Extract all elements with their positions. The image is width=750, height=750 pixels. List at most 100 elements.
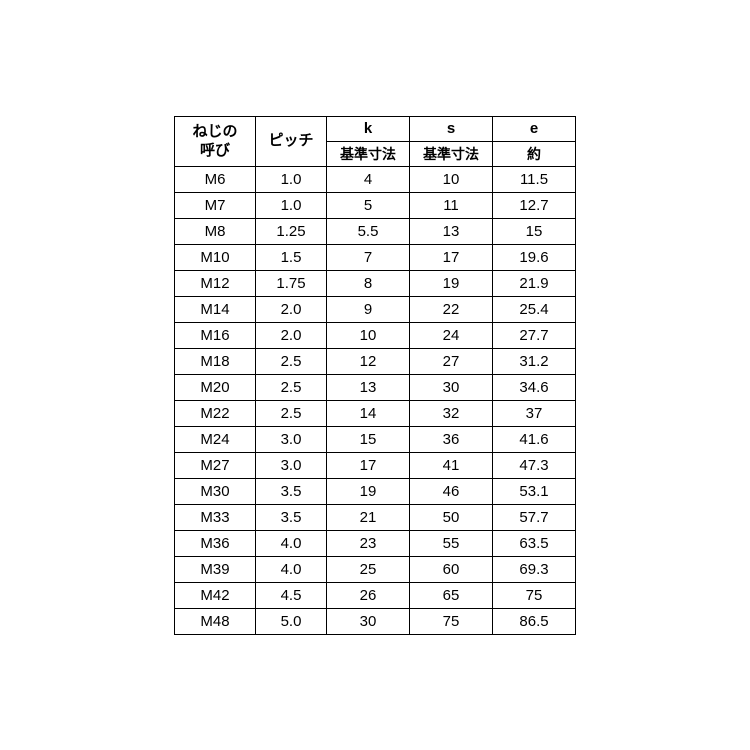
cell-name: M12 xyxy=(175,270,256,296)
col-header-pitch: ピッチ xyxy=(256,116,327,166)
table-row: M273.0174147.3 xyxy=(175,452,576,478)
cell-name: M20 xyxy=(175,374,256,400)
cell-e: 27.7 xyxy=(493,322,576,348)
cell-name: M27 xyxy=(175,452,256,478)
cell-k: 5.5 xyxy=(327,218,410,244)
cell-k: 8 xyxy=(327,270,410,296)
cell-k: 21 xyxy=(327,504,410,530)
col-header-k: k xyxy=(327,116,410,141)
cell-pitch: 3.5 xyxy=(256,504,327,530)
cell-name: M22 xyxy=(175,400,256,426)
table-row: M222.5143237 xyxy=(175,400,576,426)
table-row: M182.5122731.2 xyxy=(175,348,576,374)
cell-s: 50 xyxy=(410,504,493,530)
cell-s: 75 xyxy=(410,608,493,634)
cell-s: 30 xyxy=(410,374,493,400)
cell-pitch: 3.0 xyxy=(256,426,327,452)
cell-k: 12 xyxy=(327,348,410,374)
cell-name: M10 xyxy=(175,244,256,270)
cell-name: M48 xyxy=(175,608,256,634)
table-row: M333.5215057.7 xyxy=(175,504,576,530)
cell-pitch: 1.25 xyxy=(256,218,327,244)
cell-s: 27 xyxy=(410,348,493,374)
table-row: M485.0307586.5 xyxy=(175,608,576,634)
table-row: M71.051112.7 xyxy=(175,192,576,218)
col-subheader-k: 基準寸法 xyxy=(327,141,410,166)
table-row: M142.092225.4 xyxy=(175,296,576,322)
cell-name: M39 xyxy=(175,556,256,582)
table-row: M424.5266575 xyxy=(175,582,576,608)
cell-name: M16 xyxy=(175,322,256,348)
cell-pitch: 4.0 xyxy=(256,530,327,556)
cell-pitch: 3.0 xyxy=(256,452,327,478)
table-row: M243.0153641.6 xyxy=(175,426,576,452)
table-row: M61.041011.5 xyxy=(175,166,576,192)
cell-name: M6 xyxy=(175,166,256,192)
cell-pitch: 4.5 xyxy=(256,582,327,608)
cell-pitch: 5.0 xyxy=(256,608,327,634)
cell-k: 4 xyxy=(327,166,410,192)
cell-k: 30 xyxy=(327,608,410,634)
cell-k: 9 xyxy=(327,296,410,322)
table-body: M61.041011.5M71.051112.7M81.255.51315M10… xyxy=(175,166,576,634)
table-row: M303.5194653.1 xyxy=(175,478,576,504)
cell-pitch: 3.5 xyxy=(256,478,327,504)
cell-e: 34.6 xyxy=(493,374,576,400)
cell-k: 5 xyxy=(327,192,410,218)
cell-s: 55 xyxy=(410,530,493,556)
cell-e: 25.4 xyxy=(493,296,576,322)
cell-pitch: 1.0 xyxy=(256,192,327,218)
cell-pitch: 2.5 xyxy=(256,400,327,426)
cell-e: 19.6 xyxy=(493,244,576,270)
cell-k: 25 xyxy=(327,556,410,582)
cell-name: M42 xyxy=(175,582,256,608)
table-row: M364.0235563.5 xyxy=(175,530,576,556)
cell-name: M8 xyxy=(175,218,256,244)
cell-s: 10 xyxy=(410,166,493,192)
cell-s: 60 xyxy=(410,556,493,582)
cell-k: 17 xyxy=(327,452,410,478)
col-header-s: s xyxy=(410,116,493,141)
cell-s: 65 xyxy=(410,582,493,608)
table-header: ねじの 呼び ピッチ k s e 基準寸法 基準寸法 約 xyxy=(175,116,576,166)
col-header-name: ねじの 呼び xyxy=(175,116,256,166)
cell-e: 15 xyxy=(493,218,576,244)
cell-e: 47.3 xyxy=(493,452,576,478)
col-header-name-line2: 呼び xyxy=(200,142,230,159)
cell-k: 19 xyxy=(327,478,410,504)
cell-e: 86.5 xyxy=(493,608,576,634)
cell-e: 75 xyxy=(493,582,576,608)
cell-e: 57.7 xyxy=(493,504,576,530)
cell-pitch: 1.75 xyxy=(256,270,327,296)
cell-k: 13 xyxy=(327,374,410,400)
cell-e: 69.3 xyxy=(493,556,576,582)
table-row: M121.7581921.9 xyxy=(175,270,576,296)
cell-pitch: 2.5 xyxy=(256,374,327,400)
cell-s: 36 xyxy=(410,426,493,452)
col-header-name-line1: ねじの xyxy=(192,123,237,140)
cell-name: M18 xyxy=(175,348,256,374)
cell-name: M7 xyxy=(175,192,256,218)
spec-table: ねじの 呼び ピッチ k s e 基準寸法 基準寸法 約 M61.041011.… xyxy=(174,116,576,635)
cell-name: M30 xyxy=(175,478,256,504)
table-row: M101.571719.6 xyxy=(175,244,576,270)
cell-pitch: 1.0 xyxy=(256,166,327,192)
cell-pitch: 4.0 xyxy=(256,556,327,582)
cell-k: 10 xyxy=(327,322,410,348)
cell-name: M14 xyxy=(175,296,256,322)
cell-e: 63.5 xyxy=(493,530,576,556)
cell-e: 31.2 xyxy=(493,348,576,374)
cell-s: 46 xyxy=(410,478,493,504)
table-row: M162.0102427.7 xyxy=(175,322,576,348)
cell-s: 41 xyxy=(410,452,493,478)
cell-name: M24 xyxy=(175,426,256,452)
cell-pitch: 1.5 xyxy=(256,244,327,270)
cell-s: 13 xyxy=(410,218,493,244)
cell-s: 24 xyxy=(410,322,493,348)
cell-e: 11.5 xyxy=(493,166,576,192)
cell-pitch: 2.5 xyxy=(256,348,327,374)
table-row: M202.5133034.6 xyxy=(175,374,576,400)
cell-pitch: 2.0 xyxy=(256,296,327,322)
col-subheader-s: 基準寸法 xyxy=(410,141,493,166)
cell-name: M36 xyxy=(175,530,256,556)
